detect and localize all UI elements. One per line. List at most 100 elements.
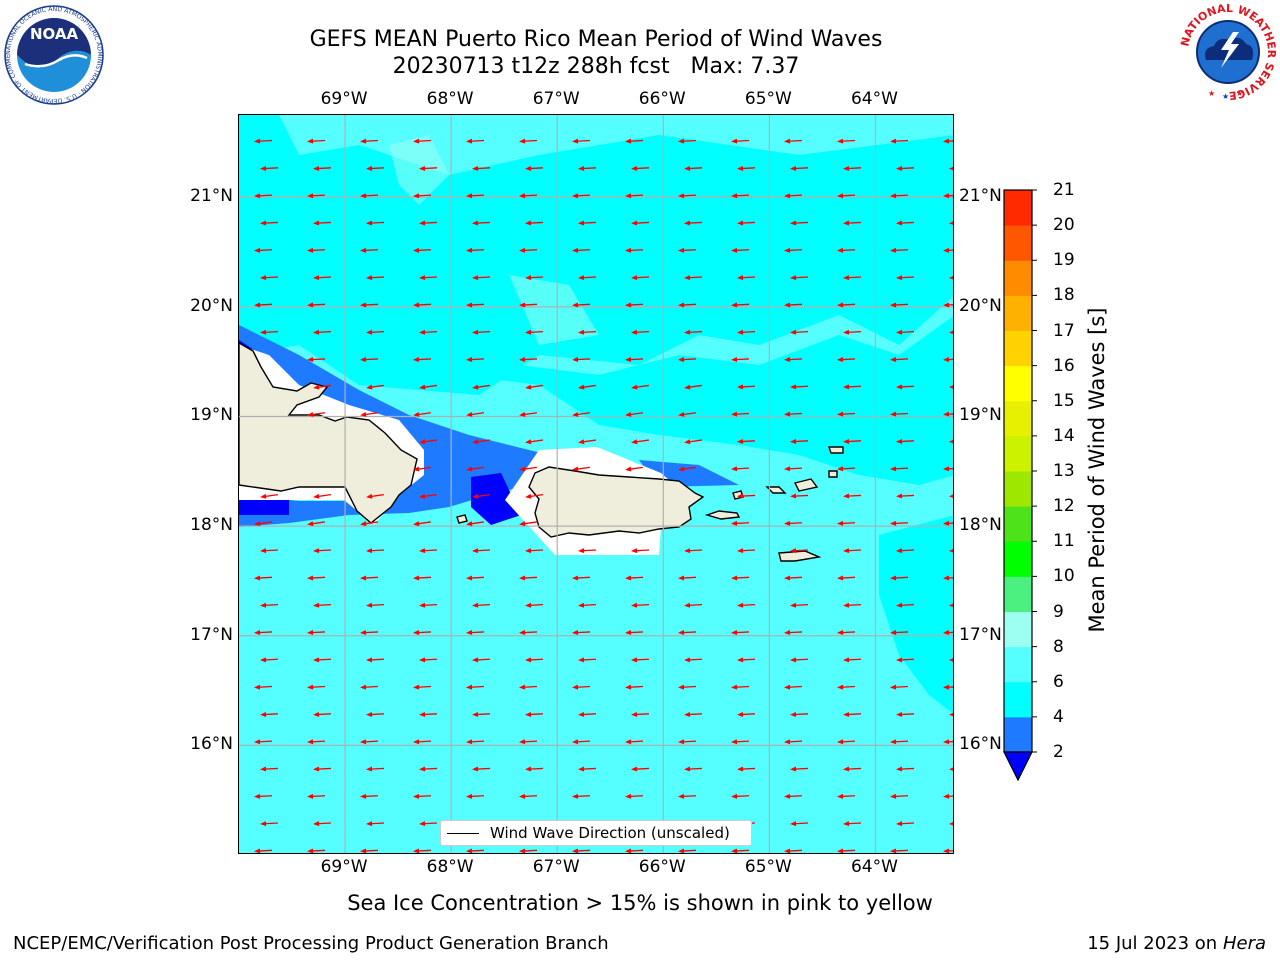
wind-wave-arrow <box>360 193 379 199</box>
wind-wave-arrow <box>519 302 538 308</box>
wind-wave-arrow <box>890 411 909 417</box>
wind-wave-arrow <box>949 711 953 717</box>
wind-wave-arrow <box>360 302 379 308</box>
wind-wave-arrow <box>466 247 485 253</box>
wind-wave-arrow <box>366 766 385 772</box>
wind-wave-arrow <box>307 684 326 690</box>
wind-wave-arrow <box>572 411 591 417</box>
lon-tick-label-bottom: 68°W <box>426 857 474 877</box>
lat-tick-label-left: 17°N <box>190 624 233 645</box>
hispaniola-land <box>239 342 418 524</box>
wind-wave-arrow <box>731 138 750 144</box>
wind-wave-arrow <box>313 821 332 827</box>
wind-wave-arrow <box>949 220 953 226</box>
wind-wave-arrow <box>684 711 703 717</box>
wind-wave-arrow <box>790 165 809 171</box>
wind-wave-arrow <box>949 821 953 827</box>
colorbar-segment <box>1004 541 1032 577</box>
svg-text:★: ★ <box>1222 92 1229 101</box>
wind-wave-arrow <box>684 220 703 226</box>
wind-wave-arrow <box>678 466 697 472</box>
wind-wave-arrow <box>631 329 650 335</box>
wind-wave-arrow <box>890 193 909 199</box>
wind-wave-arrow <box>896 766 915 772</box>
wind-wave-arrow <box>737 438 756 444</box>
wind-wave-arrow <box>366 384 385 390</box>
wind-wave-arrow <box>572 684 591 690</box>
colorbar-segment <box>1004 611 1032 648</box>
colorbar-tick-label: 8 <box>1053 636 1064 657</box>
wind-wave-arrow <box>572 630 591 636</box>
wind-wave-arrow <box>466 684 485 690</box>
wind-wave-arrow <box>949 493 953 499</box>
wind-wave-arrow <box>949 657 953 663</box>
wind-wave-arrow <box>790 493 809 499</box>
map-canvas <box>239 115 953 853</box>
wind-wave-arrow <box>784 138 803 144</box>
wind-wave-arrow <box>260 821 279 827</box>
wind-wave-arrow <box>260 657 279 663</box>
lon-tick-label-top: 69°W <box>320 89 368 109</box>
chart-subtitle: 20230713 t12z 288h fcst Max: 7.37 <box>392 54 800 79</box>
wind-wave-arrow <box>366 602 385 608</box>
colorbar-segment <box>1004 400 1032 437</box>
wind-wave-arrow <box>943 411 953 417</box>
wind-wave-arrow <box>737 493 756 499</box>
wind-wave-arrow <box>737 329 756 335</box>
wind-wave-arrow <box>684 329 703 335</box>
wind-wave-arrow <box>790 548 809 554</box>
wind-wave-arrow <box>790 821 809 827</box>
colorbar-tick-label: 4 <box>1053 706 1064 727</box>
wind-wave-arrow <box>472 602 491 608</box>
lon-tick-label-top: 68°W <box>426 89 474 109</box>
svg-text:★: ★ <box>1236 89 1243 98</box>
wind-wave-arrow <box>254 684 273 690</box>
wind-wave-arrow <box>731 411 750 417</box>
wind-wave-arrow <box>466 521 485 527</box>
wind-wave-arrow <box>472 165 491 171</box>
wind-wave-arrow <box>313 329 332 335</box>
wind-wave-arrow <box>837 247 856 253</box>
wind-wave-arrow <box>784 630 803 636</box>
wind-wave-arrow <box>360 521 379 527</box>
wind-wave-arrow <box>837 302 856 308</box>
noaa-logo-text: NOAA <box>30 25 79 43</box>
lat-tick-label-left: 21°N <box>190 186 233 207</box>
wind-wave-arrow <box>631 711 650 717</box>
wind-wave-arrow <box>949 329 953 335</box>
colorbar-segment <box>1004 190 1032 226</box>
wind-wave-arrow <box>731 193 750 199</box>
wind-wave-arrow <box>525 493 544 499</box>
wind-wave-arrow <box>943 302 953 308</box>
wind-wave-arrow <box>472 275 491 281</box>
wind-wave-arrow <box>843 220 862 226</box>
wind-wave-arrow <box>466 793 485 799</box>
wind-wave-arrow <box>631 275 650 281</box>
wind-wave-arrow <box>419 602 438 608</box>
wind-wave-arrow <box>466 193 485 199</box>
wind-wave-arrow <box>466 302 485 308</box>
wind-wave-arrow <box>307 138 326 144</box>
colorbar-tick-label: 2 <box>1053 742 1064 762</box>
wind-wave-arrow <box>837 739 856 745</box>
colorbar-segment <box>1004 435 1032 472</box>
wind-wave-arrow <box>837 138 856 144</box>
wind-wave-arrow <box>313 384 332 390</box>
colorbar-segment <box>1004 576 1032 612</box>
wind-wave-arrow <box>419 493 438 499</box>
wind-wave-arrow <box>837 793 856 799</box>
lon-tick-label-bottom: 67°W <box>532 857 580 877</box>
lon-tick-label-bottom: 65°W <box>744 857 792 877</box>
wind-wave-arrow <box>890 575 909 581</box>
wind-wave-arrow <box>254 575 273 581</box>
wind-wave-arrow <box>260 165 279 171</box>
wind-wave-arrow <box>466 466 485 472</box>
wind-wave-arrow <box>472 439 491 445</box>
wind-wave-arrow <box>890 630 909 636</box>
wind-wave-arrow <box>419 275 438 281</box>
wind-wave-arrow <box>413 247 432 253</box>
colorbar-segment <box>1004 646 1032 683</box>
wind-wave-arrow <box>678 138 697 144</box>
wind-wave-arrow <box>472 220 491 226</box>
wind-wave-arrow <box>837 630 856 636</box>
